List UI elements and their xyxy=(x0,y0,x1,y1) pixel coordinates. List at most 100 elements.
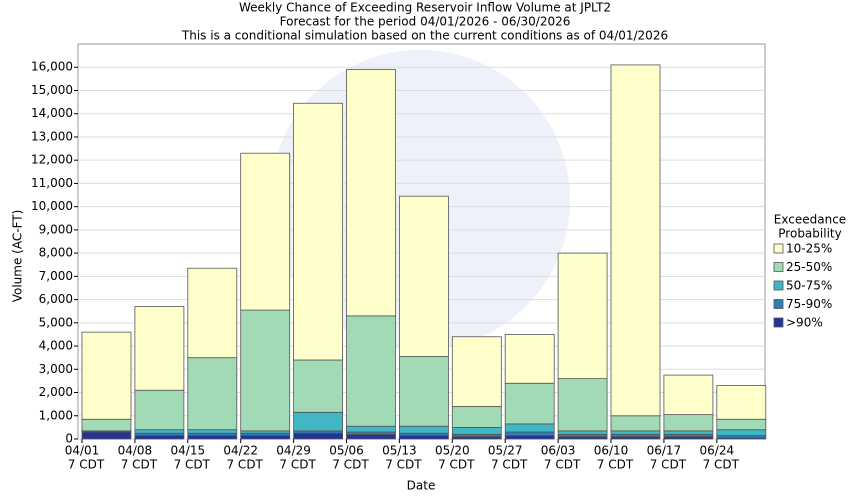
y-tick-label: 9,000 xyxy=(39,222,73,236)
bar-segment xyxy=(716,418,767,431)
y-tick-label: 12,000 xyxy=(31,153,73,167)
chart-title: Forecast for the period 04/01/2026 - 06/… xyxy=(280,15,571,29)
x-tick-label: 04/01 xyxy=(65,444,100,458)
y-tick-label: 3,000 xyxy=(39,362,73,376)
legend-swatch xyxy=(773,243,784,254)
bar-segment xyxy=(610,415,661,432)
x-tick-sublabel: 7 CDT xyxy=(174,458,211,472)
y-tick-label: 10,000 xyxy=(31,199,73,213)
bar-segment xyxy=(504,423,555,433)
legend-label: 75-90% xyxy=(786,297,832,311)
legend-label: 10-25% xyxy=(786,242,832,256)
legend-swatch xyxy=(773,262,784,272)
bar-segment xyxy=(346,433,396,440)
y-tick-label: 14,000 xyxy=(31,106,73,120)
x-tick-label: 04/22 xyxy=(223,444,258,458)
x-tick-label: 05/13 xyxy=(382,444,417,458)
bar-segment xyxy=(504,431,555,436)
bar-segment xyxy=(81,418,132,432)
bar-segment xyxy=(610,430,661,435)
x-tick-label: 05/20 xyxy=(435,444,470,458)
y-tick-label: 4,000 xyxy=(39,339,73,353)
bar-segment xyxy=(134,435,185,440)
bar-segment xyxy=(293,432,344,440)
bar-segment xyxy=(134,389,185,431)
bar-segment xyxy=(504,435,555,440)
bar-segment xyxy=(398,425,449,434)
bar-segment xyxy=(557,378,608,432)
x-tick-label: 04/15 xyxy=(171,444,206,458)
bar-segment xyxy=(346,315,396,427)
y-tick-label: 8,000 xyxy=(39,246,73,260)
y-tick-label: 5,000 xyxy=(39,315,73,329)
bar-segment xyxy=(134,429,185,434)
x-tick-label: 06/03 xyxy=(541,444,576,458)
x-tick-sublabel: 7 CDT xyxy=(703,458,740,472)
bar-segment xyxy=(557,252,608,379)
x-tick-label: 06/24 xyxy=(700,444,735,458)
bar-segment xyxy=(346,69,396,317)
x-tick-sublabel: 7 CDT xyxy=(68,458,105,472)
x-tick-sublabel: 7 CDT xyxy=(491,458,528,472)
y-tick-label: 6,000 xyxy=(39,292,73,306)
x-tick-sublabel: 7 CDT xyxy=(650,458,687,472)
y-tick-label: 13,000 xyxy=(31,129,73,143)
bar-segment xyxy=(346,425,396,433)
bar-segment xyxy=(187,429,238,434)
y-tick-label: 0 xyxy=(65,432,73,446)
legend-label: 25-50% xyxy=(786,260,832,274)
y-axis-label: Volume (AC-FT) xyxy=(11,210,25,303)
legend-swatch xyxy=(773,299,784,309)
x-tick-sublabel: 7 CDT xyxy=(121,458,158,472)
bar-segment xyxy=(187,267,238,359)
bar-segment xyxy=(398,356,449,427)
y-tick-label: 11,000 xyxy=(31,176,73,190)
bar-segment xyxy=(134,306,185,391)
x-tick-label: 06/10 xyxy=(594,444,629,458)
x-tick-label: 05/06 xyxy=(329,444,364,458)
bar-segment xyxy=(81,431,132,440)
x-tick-sublabel: 7 CDT xyxy=(597,458,634,472)
legend-label: 50-75% xyxy=(786,279,832,293)
bar-segment xyxy=(716,429,767,436)
bar-segment xyxy=(663,414,714,432)
bar-segment xyxy=(240,309,291,432)
x-tick-sublabel: 7 CDT xyxy=(544,458,581,472)
bar-segment xyxy=(187,435,238,440)
bar-segment xyxy=(293,411,344,432)
legend-title: Exceedance xyxy=(774,213,846,227)
bar-segment xyxy=(398,435,449,440)
x-tick-sublabel: 7 CDT xyxy=(279,458,316,472)
bar-segment xyxy=(451,336,502,407)
x-tick-label: 04/29 xyxy=(276,444,311,458)
x-axis-label: Date xyxy=(407,479,436,493)
bar-segment xyxy=(240,435,291,440)
y-tick-label: 1,000 xyxy=(39,408,73,422)
y-tick-label: 7,000 xyxy=(39,269,73,283)
bar-segment xyxy=(81,331,132,420)
bar-segment xyxy=(504,382,555,425)
bar-segment xyxy=(187,357,238,431)
x-tick-label: 05/27 xyxy=(488,444,523,458)
bar-segment xyxy=(293,102,344,361)
x-tick-sublabel: 7 CDT xyxy=(226,458,263,472)
bar-segment xyxy=(663,430,714,435)
y-tick-label: 16,000 xyxy=(31,60,73,74)
bar-segment xyxy=(293,359,344,413)
bar-segment xyxy=(398,195,449,357)
bar-segment xyxy=(240,152,291,311)
bar-segment xyxy=(451,426,502,435)
legend-swatch xyxy=(773,317,784,328)
bar-segment xyxy=(451,406,502,428)
chart-title: Weekly Chance of Exceeding Reservoir Inf… xyxy=(239,1,611,15)
x-tick-sublabel: 7 CDT xyxy=(332,458,369,472)
bar-segment xyxy=(716,385,767,420)
chart-title: This is a conditional simulation based o… xyxy=(181,29,668,43)
bar-segment xyxy=(610,64,661,417)
x-tick-sublabel: 7 CDT xyxy=(438,458,475,472)
bar-segment xyxy=(504,334,555,384)
y-tick-label: 15,000 xyxy=(31,83,73,97)
x-tick-sublabel: 7 CDT xyxy=(385,458,422,472)
x-tick-label: 04/08 xyxy=(118,444,153,458)
